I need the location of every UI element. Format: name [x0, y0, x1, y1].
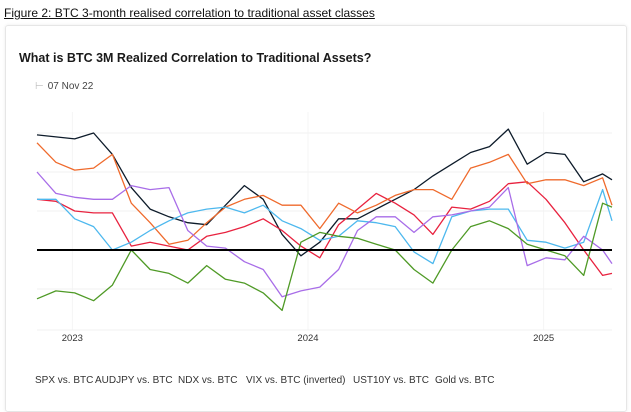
series-line-vix — [37, 188, 613, 265]
series-line-ust10y — [36, 171, 613, 298]
series-line-spx — [36, 128, 613, 257]
legend-item[interactable]: NDX vs. BTC — [178, 375, 238, 386]
x-tick-label: 2023 — [62, 333, 83, 344]
series-lines — [36, 128, 613, 312]
x-tick-labels: 2023 2024 2025 — [62, 333, 554, 344]
legend-item[interactable]: UST10Y vs. BTC — [353, 375, 429, 386]
chart-title: What is BTC 3M Realized Correlation to T… — [19, 51, 372, 65]
legend-item[interactable]: SPX vs. BTC — [35, 375, 94, 386]
date-label: ⊢ 07 Nov 22 — [35, 81, 93, 92]
date-tick-icon: ⊢ — [35, 81, 44, 92]
gridlines — [37, 112, 612, 330]
date-value: 07 Nov 22 — [47, 81, 94, 92]
legend-item[interactable]: AUDJPY vs. BTC — [95, 375, 173, 386]
x-tick-label: 2025 — [533, 333, 554, 344]
series-line-audjpy — [36, 181, 613, 277]
series-line-ndx — [36, 142, 613, 245]
figure-caption: Figure 2: BTC 3-month realised correlati… — [4, 6, 375, 20]
series-line-gold — [36, 202, 613, 312]
legend-item[interactable]: Gold vs. BTC — [435, 375, 495, 386]
x-tick-label: 2024 — [297, 333, 318, 344]
legend-item[interactable]: VIX vs. BTC (inverted) — [246, 375, 346, 386]
